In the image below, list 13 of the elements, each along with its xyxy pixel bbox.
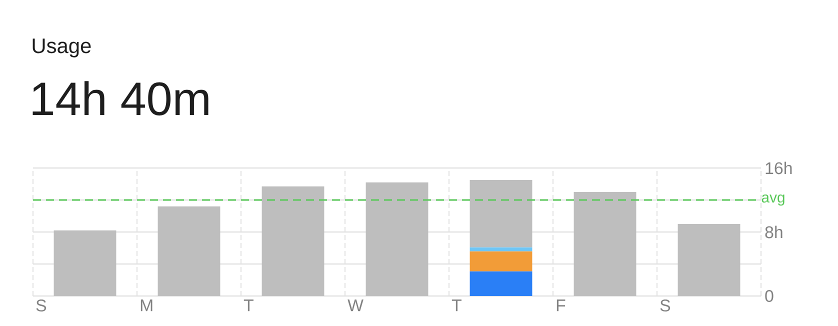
x-tick-label: W	[348, 300, 364, 312]
x-tick-label: F	[556, 300, 566, 312]
x-tick-label: T	[244, 300, 254, 312]
y-tick-label: 0	[765, 290, 774, 302]
x-tick-label: S	[36, 300, 46, 312]
x-tick-label: M	[140, 300, 152, 312]
chart-title: Usage	[32, 38, 91, 58]
y-tick-label: 8h	[765, 226, 782, 238]
y-tick-label: 16h	[766, 162, 792, 174]
x-tick-label: S	[660, 300, 670, 312]
x-tick-label: T	[452, 300, 462, 312]
ref-line-label: avg	[762, 194, 784, 206]
chart-subtitle: 14h 40m	[32, 81, 208, 116]
